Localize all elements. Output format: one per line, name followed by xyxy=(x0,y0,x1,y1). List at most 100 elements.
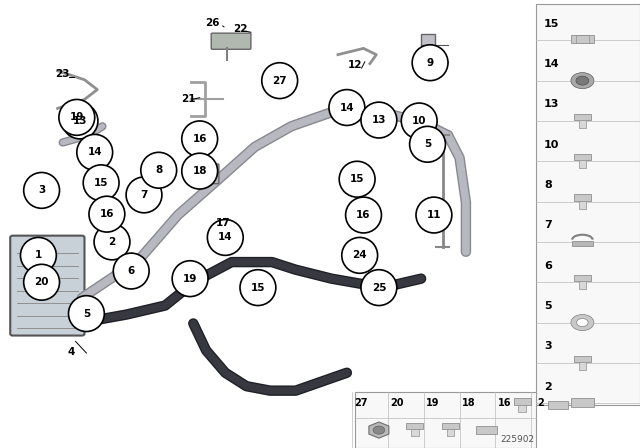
Ellipse shape xyxy=(412,45,448,81)
Text: 18: 18 xyxy=(193,166,207,176)
Text: 23: 23 xyxy=(56,69,70,79)
Bar xyxy=(572,241,593,246)
Circle shape xyxy=(571,73,594,89)
Ellipse shape xyxy=(262,63,298,99)
Ellipse shape xyxy=(68,296,104,332)
Text: 19: 19 xyxy=(426,398,440,408)
Bar xyxy=(574,194,591,201)
Text: 12: 12 xyxy=(348,60,362,70)
Text: 24: 24 xyxy=(353,250,367,260)
Ellipse shape xyxy=(207,220,243,255)
FancyBboxPatch shape xyxy=(10,236,84,336)
Circle shape xyxy=(571,314,594,331)
Ellipse shape xyxy=(410,126,445,162)
Text: 18: 18 xyxy=(461,398,476,408)
Text: 16: 16 xyxy=(356,210,371,220)
Bar xyxy=(574,275,591,281)
Ellipse shape xyxy=(329,90,365,125)
Text: 26: 26 xyxy=(205,18,220,28)
Text: 15: 15 xyxy=(350,174,364,184)
Bar xyxy=(355,392,536,448)
Text: 8: 8 xyxy=(544,180,552,190)
Text: 14: 14 xyxy=(340,103,354,112)
Bar xyxy=(574,114,591,120)
Ellipse shape xyxy=(24,172,60,208)
Bar xyxy=(447,429,454,436)
Text: 8: 8 xyxy=(155,165,163,175)
Text: 3: 3 xyxy=(38,185,45,195)
Ellipse shape xyxy=(24,264,60,300)
Text: 19: 19 xyxy=(183,274,197,284)
Text: 225902: 225902 xyxy=(500,435,534,444)
Text: 6: 6 xyxy=(127,266,135,276)
Text: 22: 22 xyxy=(233,24,247,34)
Text: 13: 13 xyxy=(73,116,87,126)
Bar xyxy=(579,120,586,128)
Bar xyxy=(421,34,435,71)
FancyBboxPatch shape xyxy=(202,164,219,184)
Circle shape xyxy=(577,319,588,327)
Bar xyxy=(579,362,586,370)
Text: 15: 15 xyxy=(544,19,559,29)
Text: 4: 4 xyxy=(68,347,76,357)
Text: 27: 27 xyxy=(273,76,287,86)
Polygon shape xyxy=(369,422,389,438)
Text: 16: 16 xyxy=(100,209,114,219)
Text: 1: 1 xyxy=(35,250,42,260)
Text: 16: 16 xyxy=(193,134,207,144)
Text: 6: 6 xyxy=(544,261,552,271)
Circle shape xyxy=(576,76,589,85)
Ellipse shape xyxy=(20,237,56,273)
Ellipse shape xyxy=(94,224,130,260)
Bar xyxy=(571,35,594,43)
Text: 5: 5 xyxy=(544,301,552,311)
Text: 3: 3 xyxy=(544,341,552,351)
Ellipse shape xyxy=(182,153,218,189)
Ellipse shape xyxy=(361,270,397,306)
Bar xyxy=(442,423,459,429)
Text: 27: 27 xyxy=(354,398,368,408)
Text: 11: 11 xyxy=(427,210,441,220)
Text: 14: 14 xyxy=(88,147,102,157)
Ellipse shape xyxy=(113,253,149,289)
Ellipse shape xyxy=(126,177,162,213)
Text: 20: 20 xyxy=(390,398,404,408)
Circle shape xyxy=(373,426,385,434)
Ellipse shape xyxy=(83,165,119,201)
Text: 14: 14 xyxy=(218,233,232,242)
Bar xyxy=(411,429,419,436)
Text: 15: 15 xyxy=(251,283,265,293)
Ellipse shape xyxy=(339,161,375,197)
Text: 9: 9 xyxy=(426,58,434,68)
Bar xyxy=(579,281,586,289)
Bar xyxy=(579,201,586,209)
Bar xyxy=(476,426,497,434)
Text: 13: 13 xyxy=(372,115,386,125)
Text: 2: 2 xyxy=(537,398,543,408)
Text: 13: 13 xyxy=(544,99,559,109)
Bar xyxy=(571,398,594,407)
Text: 20: 20 xyxy=(35,277,49,287)
Text: 21: 21 xyxy=(182,94,196,103)
Text: 5: 5 xyxy=(424,139,431,149)
Bar xyxy=(536,4,640,405)
Text: 14: 14 xyxy=(544,59,559,69)
Bar xyxy=(518,405,526,412)
Text: 2: 2 xyxy=(544,382,552,392)
FancyBboxPatch shape xyxy=(211,33,251,49)
Text: 17: 17 xyxy=(216,218,230,228)
Text: 10: 10 xyxy=(544,140,559,150)
Text: 10: 10 xyxy=(412,116,426,126)
Ellipse shape xyxy=(401,103,437,139)
Ellipse shape xyxy=(361,102,397,138)
Text: 19: 19 xyxy=(70,112,84,122)
Bar xyxy=(548,401,568,409)
Ellipse shape xyxy=(62,103,98,139)
Ellipse shape xyxy=(416,197,452,233)
Ellipse shape xyxy=(172,261,208,297)
Ellipse shape xyxy=(342,237,378,273)
Bar xyxy=(406,423,423,429)
Text: 15: 15 xyxy=(94,178,108,188)
Text: 7: 7 xyxy=(140,190,148,200)
Bar xyxy=(579,160,586,168)
